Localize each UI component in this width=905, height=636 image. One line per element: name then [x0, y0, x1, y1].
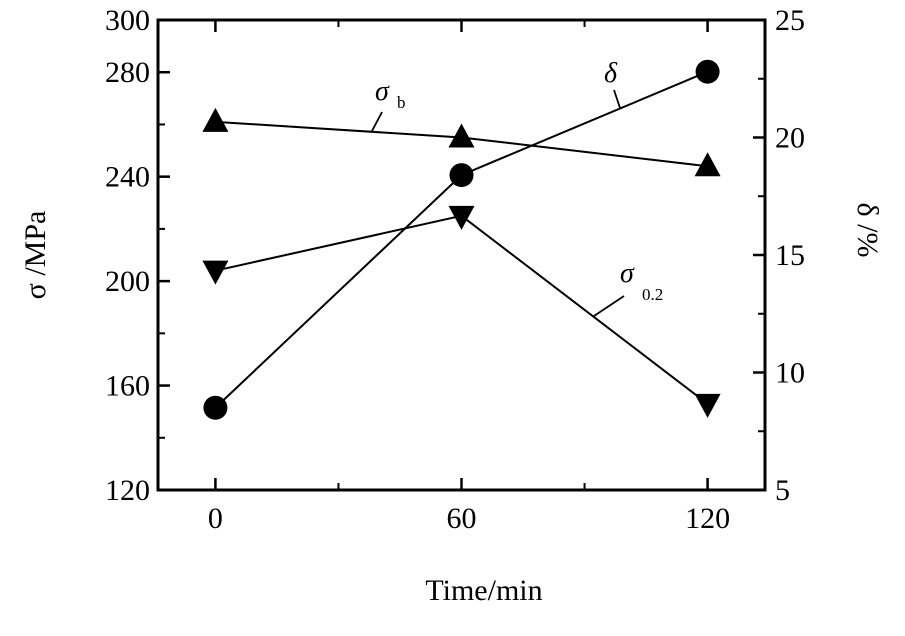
- series-line-1: [215, 214, 709, 405]
- y-left-tick-label: 300: [105, 4, 150, 37]
- annotation-subscript: 0.2: [642, 285, 663, 304]
- circle-marker: [203, 395, 228, 420]
- plot-frame: [156, 18, 767, 492]
- series-layer: [202, 59, 721, 420]
- annotation-label: σ: [375, 76, 390, 107]
- annotation-leader-line: [593, 295, 625, 317]
- y-right-tick-label: 25: [775, 4, 805, 37]
- series-line-2: [214, 70, 708, 409]
- y-right-tick-label: 10: [775, 357, 805, 390]
- annotation-leader-line: [371, 111, 383, 132]
- y-axis-right-title: δ /%: [851, 203, 884, 258]
- x-tick-label: 0: [208, 502, 223, 535]
- y-left-tick-label: 160: [105, 370, 150, 403]
- y-left-tick-label: 280: [105, 56, 150, 89]
- y-left-tick-label: 120: [105, 474, 150, 507]
- x-tick-label: 120: [685, 502, 730, 535]
- circle-marker: [695, 59, 720, 84]
- triangle-up-marker: [448, 123, 475, 148]
- y-left-tick-label: 200: [105, 265, 150, 298]
- tick-marks: [158, 18, 765, 492]
- triangle-down-marker: [694, 393, 721, 418]
- annotation-leader-line: [613, 89, 621, 109]
- triangle-up-marker: [694, 152, 721, 177]
- x-tick-label: 60: [447, 502, 477, 535]
- annotation-label: σ: [620, 258, 635, 289]
- triangle-up-marker: [202, 107, 229, 132]
- triangle-down-marker: [202, 260, 229, 285]
- y-right-tick-label: 5: [775, 474, 790, 507]
- annotation-label: δ: [604, 58, 618, 89]
- y-left-tick-label: 240: [105, 161, 150, 194]
- triangle-down-marker: [448, 205, 475, 230]
- y-right-tick-label: 15: [775, 239, 805, 272]
- tick-labels: 120 160 200 240 280 300 5 10 15 20 25 0 60 120: [105, 4, 805, 535]
- y-right-tick-label: 20: [775, 122, 805, 155]
- annotation-subscript: b: [397, 93, 406, 112]
- y-axis-left-title: σ /MPa: [19, 211, 52, 300]
- x-axis-title: Time/min: [425, 574, 542, 607]
- circle-marker: [449, 163, 474, 188]
